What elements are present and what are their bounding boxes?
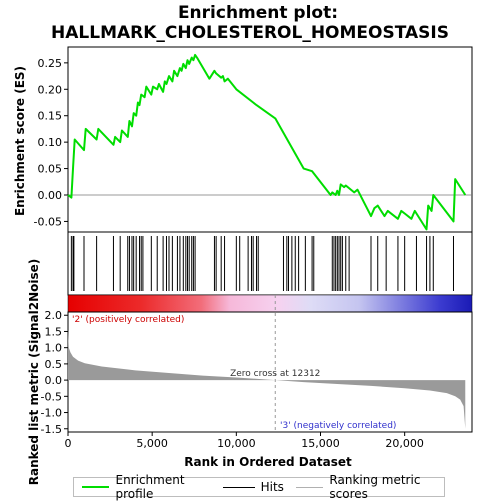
strip-gradient (67, 294, 473, 313)
rank-ytick-label: 0.0 (45, 374, 63, 387)
es-ytick-label: 0.10 (38, 136, 63, 149)
chart-title-line2: HALLMARK_CHOLESTEROL_HOMEOSTASIS (51, 23, 449, 43)
hits-frame (67, 231, 473, 296)
es-ytick-label: 0.05 (38, 163, 63, 176)
legend: Enrichment profile Hits Ranking metric s… (73, 473, 445, 501)
rank-color-strip (67, 294, 473, 313)
rank-ytick-label: -1.0 (41, 407, 62, 420)
rank-ytick-label: 2.0 (45, 309, 63, 322)
es-y-ticks: 0.25 0.20 0.15 0.10 0.05 0.00 -0.05 (34, 57, 68, 228)
es-plot-frame (67, 46, 473, 233)
pos-correlated-label: '2' (positively correlated) (72, 315, 184, 325)
legend-label-hits: Hits (260, 480, 284, 494)
es-ytick-label: 0.15 (38, 110, 63, 123)
rank-xlabel: Rank in Ordered Dataset (184, 455, 352, 469)
es-ytick-label: 0.20 (38, 83, 63, 96)
es-ytick-label: 0.25 (38, 57, 63, 70)
es-ytick-label: 0.00 (38, 189, 63, 202)
es-curve (67, 53, 467, 231)
rank-panel: 2.0 1.5 1.0 0.5 0.0 -0.5 -1.0 -1.5 0 5,000 10,000… (41, 295, 473, 450)
rank-ytick-label: 0.5 (45, 358, 63, 371)
rank-y-ticks: 2.0 1.5 1.0 0.5 0.0 -0.5 -1.0 -1.5 (41, 309, 68, 436)
legend-line-gray (295, 486, 324, 488)
legend-label-profile: Enrichment profile (115, 473, 185, 501)
rank-xtick-label: 10,000 (217, 437, 256, 450)
rank-xtick-label: 20,000 (385, 437, 424, 450)
legend-label-ranking: Ranking metric scores (329, 473, 421, 501)
rank-ytick-label: 1.5 (45, 325, 63, 338)
rank-xtick-label: 15,000 (301, 437, 340, 450)
chart-title-line1: Enrichment plot: (178, 3, 338, 23)
rank-ytick-label: -0.5 (41, 390, 62, 403)
es-series-line (67, 53, 467, 231)
es-panel: 0.25 0.20 0.15 0.10 0.05 0.00 -0.05 (34, 46, 473, 233)
hits-panel (67, 231, 473, 296)
es-ylabel: Enrichment score (ES) (13, 66, 27, 216)
es-ytick-label: -0.05 (34, 215, 62, 228)
legend-item-profile: Enrichment profile (82, 473, 211, 501)
rank-xtick-label: 0 (65, 437, 72, 450)
rank-ylabel: Ranked list metric (Signal2Noise) (27, 259, 41, 486)
legend-item-hits: Hits (222, 480, 284, 494)
rank-metric-fill (68, 329, 466, 429)
rank-xtick-label: 5,000 (136, 437, 168, 450)
legend-line-green (82, 486, 110, 488)
rank-x-ticks: 0 5,000 10,000 15,000 20,000 (65, 432, 424, 450)
legend-item-ranking: Ranking metric scores (295, 473, 444, 501)
zero-cross-label: Zero cross at 12312 (230, 369, 320, 379)
neg-correlated-label: '3' (negatively correlated) (280, 421, 396, 431)
hits-marks (70, 236, 454, 291)
rank-ytick-label: 1.0 (45, 342, 63, 355)
legend-line-black (222, 486, 255, 488)
rank-ytick-label: -1.5 (41, 423, 62, 436)
rank-metric-area (68, 329, 466, 429)
